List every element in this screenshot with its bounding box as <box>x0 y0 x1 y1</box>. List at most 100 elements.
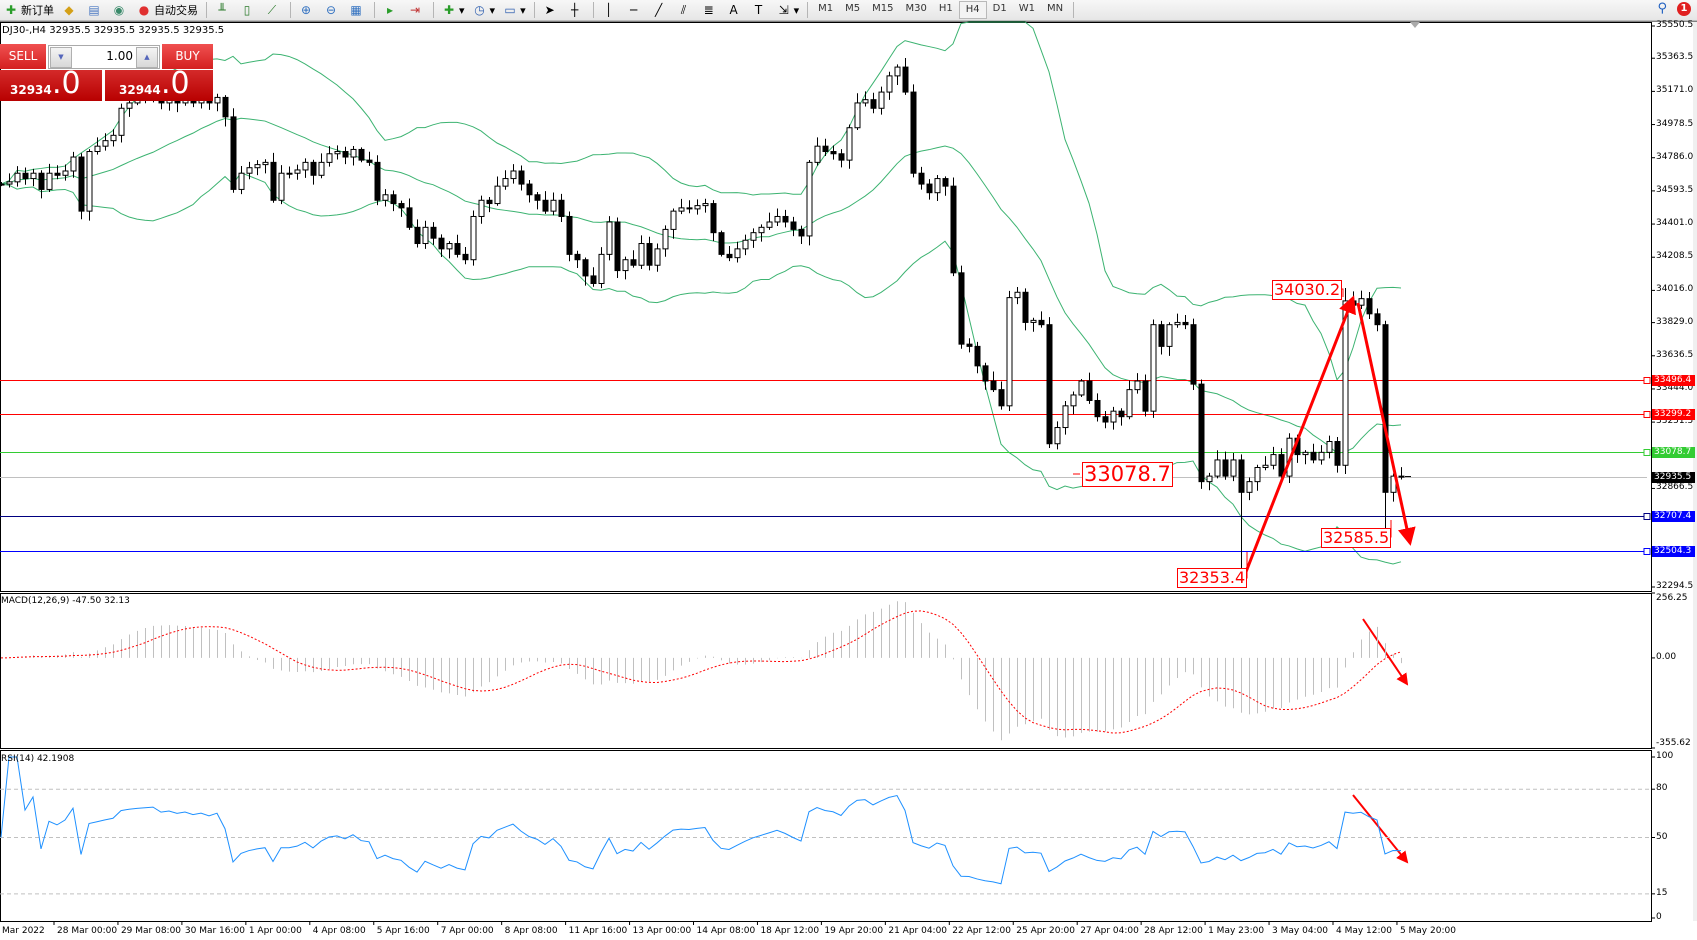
bear-candle <box>1118 410 1125 418</box>
time-axis-label: 1 May 23:00 <box>1208 926 1265 936</box>
period-button[interactable]: ◷ ▾ <box>474 3 496 17</box>
bear-candle <box>270 161 277 201</box>
bull-candle <box>1054 427 1061 445</box>
macd-label: MACD(12,26,9) -47.50 32.13 <box>1 596 130 606</box>
bear-candle <box>22 172 29 180</box>
line-chart-button[interactable]: ⟋ <box>261 1 286 19</box>
level-handle <box>1643 548 1651 555</box>
bear-candle <box>1102 416 1109 423</box>
channel-button[interactable]: ⫽ <box>673 1 698 19</box>
timeframe-m15[interactable]: M15 <box>872 3 894 14</box>
bear-candle <box>686 207 693 210</box>
bar-chart-button[interactable]: ╨ <box>211 1 236 19</box>
candlestick-button[interactable]: ▯ <box>236 1 261 19</box>
lot-size-input[interactable]: ▼ 1.00 ▲ <box>48 45 160 69</box>
zoom-in-button[interactable]: ⊕ <box>295 1 320 19</box>
bear-candle <box>230 116 237 190</box>
bear-candle <box>798 228 805 237</box>
time-axis-label: 22 Apr 12:00 <box>952 926 1011 936</box>
bear-candle <box>486 199 493 205</box>
lot-increase-button[interactable]: ▲ <box>136 47 158 68</box>
timeframe-mn[interactable]: MN <box>1046 3 1064 14</box>
macd-axis-label: -355.62 <box>1656 738 1691 748</box>
sell-price[interactable]: 32934 .0 <box>0 66 102 101</box>
text-label-button[interactable]: T <box>748 1 773 19</box>
zoom-out-button[interactable]: ⊖ <box>320 1 345 19</box>
timeframe-m30[interactable]: M30 <box>905 3 927 14</box>
signal-button[interactable]: ◉ <box>108 1 133 19</box>
bull-candle <box>334 151 341 155</box>
bull-candle <box>1078 380 1085 396</box>
price-annotation: 32585.5 <box>1321 528 1392 548</box>
bull-candle <box>102 140 109 147</box>
price-level-tag: 32504.3 <box>1652 545 1695 557</box>
timeframe-d1[interactable]: D1 <box>992 3 1007 14</box>
bear-candle <box>918 172 925 185</box>
bull-candle <box>302 161 309 171</box>
search-icon[interactable]: ⚲ <box>1657 1 1667 16</box>
bull-candle <box>470 215 477 261</box>
trend-arrow <box>1356 302 1416 546</box>
crosshair-button[interactable]: ┼ <box>564 1 589 19</box>
time-axis-label: 18 Apr 12:00 <box>760 926 820 936</box>
bear-candle <box>614 221 621 272</box>
trend-arrow <box>1352 794 1409 864</box>
text-icon: A <box>729 3 738 17</box>
new-order-button[interactable]: ✚ 新订单 <box>0 1 58 19</box>
bull-candle <box>1126 389 1133 418</box>
bull-candle <box>510 170 517 180</box>
rsi-axis-label: 15 <box>1656 887 1668 898</box>
signal-icon: ◉ <box>113 3 125 17</box>
tile-button[interactable]: ▦ <box>345 1 370 19</box>
bear-candle <box>998 389 1005 407</box>
bear-candle <box>1222 459 1229 477</box>
buy-button[interactable]: BUY <box>162 44 213 69</box>
gold-button[interactable]: ◆ <box>58 1 83 19</box>
arrows-button[interactable]: ⇲ ▾ <box>778 3 800 17</box>
timeframe-h1[interactable]: H1 <box>938 3 953 14</box>
bear-candle <box>974 345 981 367</box>
bull-candle <box>110 134 117 142</box>
timeframe-m1[interactable]: M1 <box>818 3 834 14</box>
indicators-button[interactable]: ✚ ▾ <box>443 3 465 17</box>
divider <box>807 2 809 18</box>
bull-candle <box>1230 459 1237 477</box>
notification-icon[interactable]: 1 <box>1677 1 1691 16</box>
price-axis-label: 34593.5 <box>1656 184 1694 195</box>
fibonacci-button[interactable]: ≣ <box>698 1 723 19</box>
autoscroll-button[interactable]: ▸ <box>379 1 404 19</box>
vertical-line-button[interactable]: │ <box>598 1 623 19</box>
bull-candle <box>550 199 557 212</box>
level-handle <box>1643 513 1651 520</box>
chart-shift-button[interactable]: ⇥ <box>404 1 429 19</box>
bull-candle <box>1254 467 1261 483</box>
cursor-button[interactable]: ➤ <box>539 1 564 19</box>
bull-candle <box>694 205 701 210</box>
time-axis-label: 14 Apr 08:00 <box>696 926 756 936</box>
history-button[interactable]: ▤ <box>83 1 108 19</box>
bear-candle <box>582 259 589 277</box>
bull-candle <box>1030 319 1037 323</box>
bear-candle <box>1366 298 1373 315</box>
timeframe-w1[interactable]: W1 <box>1018 3 1035 14</box>
lot-decrease-button[interactable]: ▼ <box>50 47 72 68</box>
channel-icon: ⫽ <box>680 3 687 17</box>
sell-button[interactable]: SELL <box>0 44 46 69</box>
horizontal-line-button[interactable]: ─ <box>623 1 648 19</box>
time-axis-label: Mar 2022 <box>2 926 45 936</box>
bear-candle <box>966 343 973 347</box>
time-axis-label: 4 May 12:00 <box>1336 926 1392 936</box>
price-axis-label: 33444.0 <box>1656 382 1694 393</box>
text-button[interactable]: A <box>723 1 748 19</box>
bull-candle <box>1302 451 1309 456</box>
templates-button[interactable]: ▭ ▾ <box>504 3 526 17</box>
bull-candle <box>846 127 853 161</box>
rsi-label: RSI(14) 42.1908 <box>1 754 75 764</box>
sell-price-main: 32934 <box>10 83 52 97</box>
trendline-button[interactable]: ╱ <box>648 1 673 19</box>
timeframe-h4[interactable]: H4 <box>958 1 987 19</box>
auto-trading-button[interactable]: ● 自动交易 <box>133 1 202 19</box>
timeframe-m5[interactable]: M5 <box>845 3 861 14</box>
buy-price[interactable]: 32944 .0 <box>105 66 213 101</box>
